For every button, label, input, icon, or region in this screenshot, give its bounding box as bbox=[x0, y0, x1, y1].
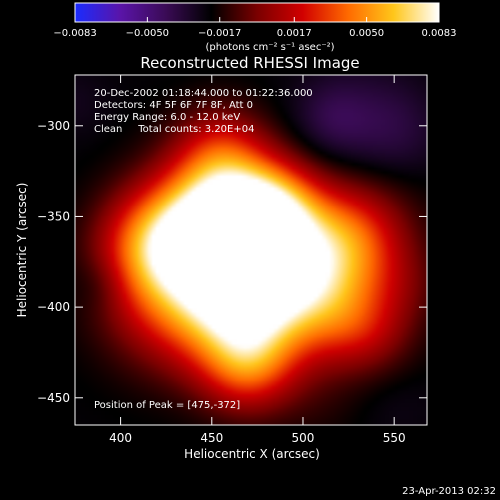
peak-position-label: Position of Peak = [475,-372] bbox=[94, 400, 240, 411]
colorbar-units-label: (photons cm⁻² s⁻¹ asec⁻²) bbox=[205, 42, 334, 53]
x-axis-tick-labels: 400 450 500 550 bbox=[109, 431, 405, 445]
annotation-energy-range: Energy Range: 6.0 - 12.0 keV bbox=[94, 112, 240, 123]
x-axis-label: Heliocentric X (arcsec) bbox=[184, 447, 320, 461]
annotation-detectors: Detectors: 4F 5F 6F 7F 8F, Att 0 bbox=[94, 100, 253, 111]
colorbar-tick-label: 0.0017 bbox=[277, 28, 312, 39]
colorbar-tick-label: −0.0017 bbox=[198, 28, 241, 39]
annotation-algorithm-counts: Clean Total counts: 3.20E+04 bbox=[94, 124, 254, 135]
y-tick-label: −350 bbox=[37, 209, 70, 223]
y-axis-tick-labels: −300 −350 −400 −450 bbox=[37, 119, 70, 405]
chart-title: Reconstructed RHESSI Image bbox=[140, 54, 359, 72]
x-tick-label: 500 bbox=[292, 431, 315, 445]
annotation-time-range: 20-Dec-2002 01:18:44.000 to 01:22:36.000 bbox=[94, 88, 313, 99]
colorbar-tick-label: −0.0050 bbox=[126, 28, 169, 39]
plot-frame bbox=[74, 74, 428, 426]
colorbar-ticks: −0.0083 −0.0050 −0.0017 0.0017 0.0050 0.0083 bbox=[53, 17, 457, 39]
colorbar-strip bbox=[74, 2, 440, 23]
y-tick-label: −450 bbox=[37, 391, 70, 405]
colorbar-tick-label: −0.0083 bbox=[53, 28, 96, 39]
colorbar: −0.0083 −0.0050 −0.0017 0.0017 0.0050 0.0083 … bbox=[53, 2, 457, 53]
x-tick-label: 550 bbox=[383, 431, 406, 445]
x-tick-label: 450 bbox=[200, 431, 223, 445]
x-tick-label: 400 bbox=[109, 431, 132, 445]
colorbar-tick-label: 0.0050 bbox=[349, 28, 384, 39]
y-tick-label: −400 bbox=[37, 300, 70, 314]
y-axis-label: Heliocentric Y (arcsec) bbox=[15, 183, 29, 318]
y-tick-label: −300 bbox=[37, 119, 70, 133]
colorbar-tick-label: 0.0083 bbox=[422, 28, 457, 39]
axis-ticks bbox=[75, 75, 427, 425]
footer-timestamp: 23-Apr-2013 02:32 bbox=[402, 486, 496, 497]
plot-area: 20-Dec-2002 01:18:44.000 to 01:22:36.000… bbox=[74, 74, 428, 426]
